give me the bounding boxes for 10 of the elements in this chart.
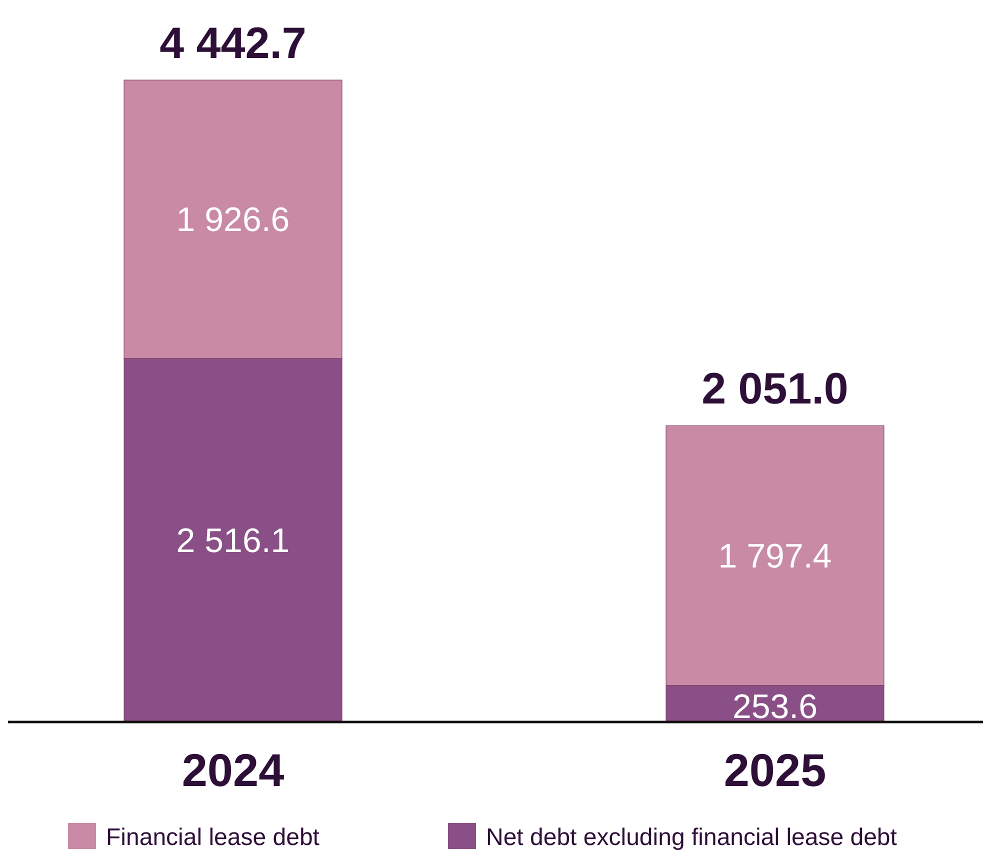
total-label: 2 051.0 [702, 364, 848, 414]
data-label: 1 797.4 [718, 537, 832, 576]
x-tick-label: 2024 [182, 744, 285, 796]
data-label: 1 926.6 [176, 201, 290, 240]
data-label: 253.6 [732, 688, 818, 726]
legend-label: Net debt excluding financial lease debt [486, 824, 898, 851]
data-label: 2 516.1 [176, 522, 290, 560]
legend-label: Financial lease debt [106, 824, 320, 851]
total-label: 4 442.7 [160, 19, 306, 68]
x-tick-label: 2025 [724, 744, 826, 796]
